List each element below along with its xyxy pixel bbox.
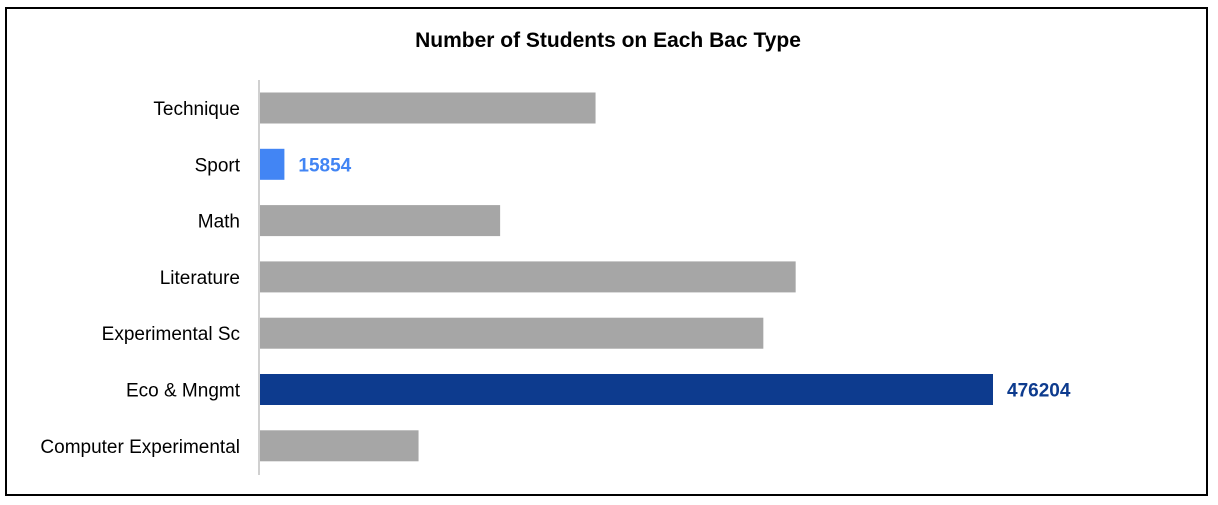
category-label-technique: Technique — [153, 99, 240, 120]
category-label-literature: Literature — [160, 268, 240, 289]
data-label-sport: 15854 — [298, 155, 351, 176]
category-label-eco-and-mngmt: Eco & Mngmt — [126, 381, 241, 402]
bars-group: Technique Sport 15854 Math Literature Experim… — [40, 92, 1071, 462]
category-label-computer-experimental: Computer Experimental — [40, 437, 240, 458]
bar-eco-and-mngmt — [260, 374, 993, 405]
bar-experimental-sc — [260, 317, 764, 349]
chart-frame — [5, 7, 1208, 496]
bar-computer-experimental — [260, 430, 419, 462]
bar-technique — [260, 92, 596, 124]
chart-title: Number of Students on Each Bac Type — [415, 29, 801, 52]
data-label-eco-and-mngmt: 476204 — [1007, 381, 1071, 402]
bar-sport — [260, 148, 285, 180]
category-label-sport: Sport — [195, 155, 241, 176]
category-label-math: Math — [198, 212, 240, 233]
bar-literature — [260, 261, 796, 293]
bar-math — [260, 205, 501, 237]
category-label-experimental-sc: Experimental Sc — [102, 324, 240, 345]
